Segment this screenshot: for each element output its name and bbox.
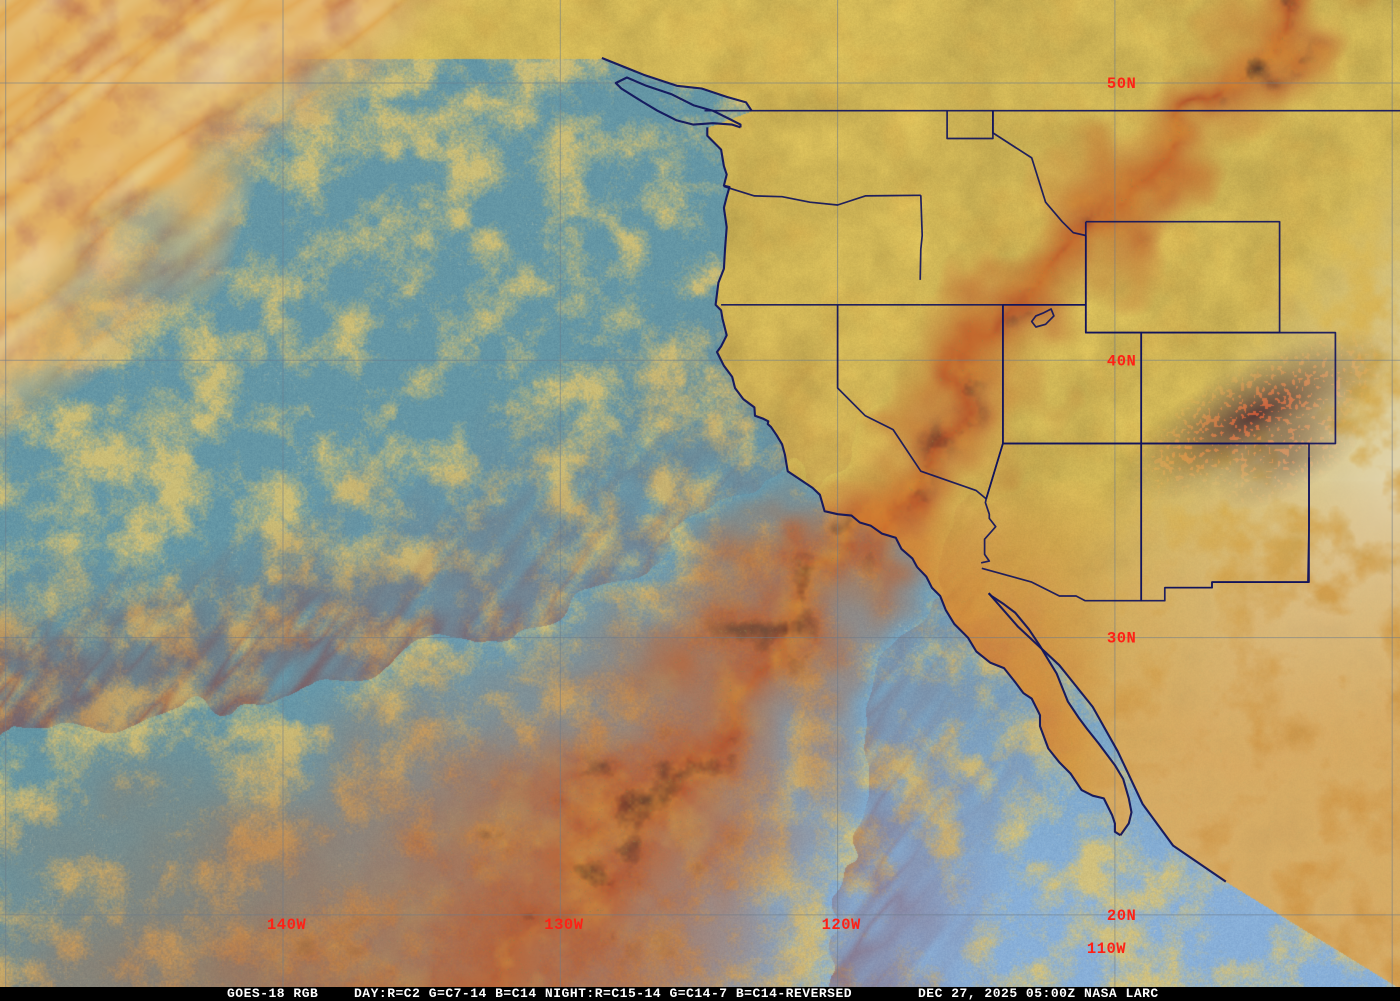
svg-text:130W: 130W [544,916,583,934]
svg-text:140W: 140W [267,916,306,934]
svg-text:40N: 40N [1107,352,1136,370]
svg-text:120W: 120W [822,916,861,934]
svg-text:30N: 30N [1107,630,1136,648]
svg-text:50N: 50N [1107,75,1136,93]
svg-text:20N: 20N [1107,907,1136,925]
svg-text:110W: 110W [1087,940,1126,958]
